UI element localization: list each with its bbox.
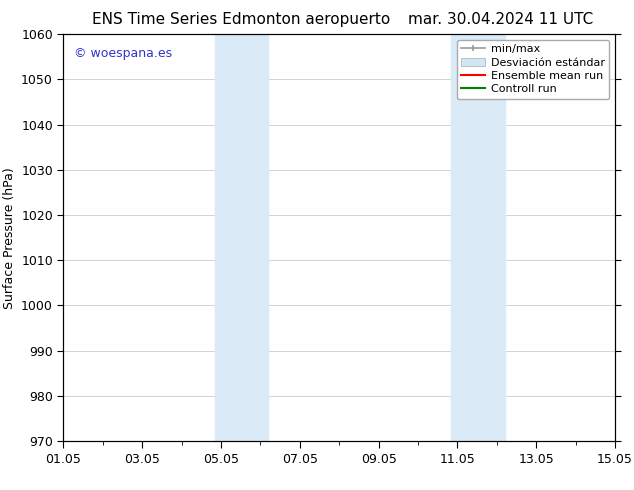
Text: ENS Time Series Edmonton aeropuerto: ENS Time Series Edmonton aeropuerto xyxy=(92,12,390,27)
Bar xyxy=(451,34,505,441)
Text: mar. 30.04.2024 11 UTC: mar. 30.04.2024 11 UTC xyxy=(408,12,593,27)
Legend: min/max, Desviación estándar, Ensemble mean run, Controll run: min/max, Desviación estándar, Ensemble m… xyxy=(456,40,609,99)
Bar xyxy=(215,34,268,441)
Y-axis label: Surface Pressure (hPa): Surface Pressure (hPa) xyxy=(3,167,16,309)
Text: © woespana.es: © woespana.es xyxy=(74,47,172,59)
